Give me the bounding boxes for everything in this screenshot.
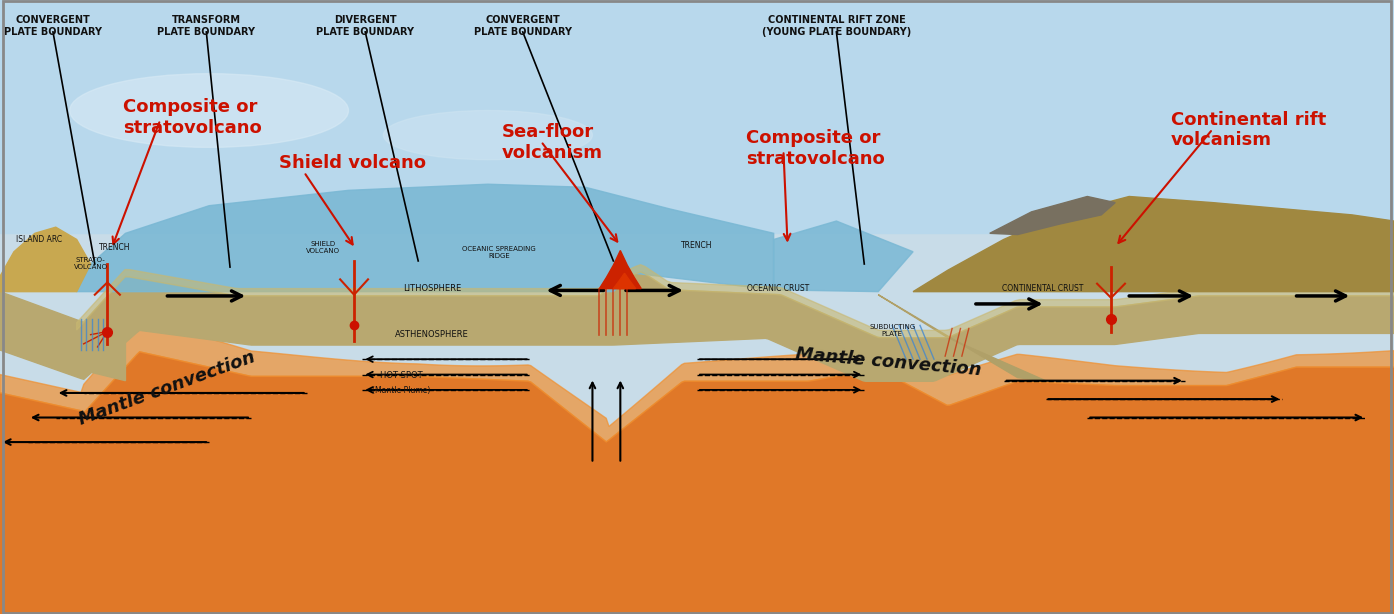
Text: DIVERGENT
PLATE BOUNDARY: DIVERGENT PLATE BOUNDARY [316, 15, 414, 37]
Polygon shape [613, 273, 636, 289]
Text: OCEANIC SPREADING
RIDGE: OCEANIC SPREADING RIDGE [463, 246, 535, 258]
Polygon shape [77, 265, 1394, 338]
Text: HOT SPOT: HOT SPOT [381, 371, 422, 381]
Text: OCEANIC CRUST: OCEANIC CRUST [747, 284, 809, 293]
Text: Composite or
stratovolcano: Composite or stratovolcano [123, 98, 262, 137]
Polygon shape [599, 251, 641, 289]
Text: TRENCH: TRENCH [99, 243, 130, 252]
Text: CONVERGENT
PLATE BOUNDARY: CONVERGENT PLATE BOUNDARY [474, 15, 572, 37]
Ellipse shape [453, 491, 760, 614]
Ellipse shape [70, 74, 348, 147]
Text: STRATO-
VOLCANO: STRATO- VOLCANO [74, 257, 107, 270]
Text: CONTINENTAL CRUST: CONTINENTAL CRUST [1002, 284, 1083, 293]
Ellipse shape [383, 111, 592, 160]
Polygon shape [0, 503, 1394, 614]
Polygon shape [0, 442, 1394, 522]
Text: TRANSFORM
PLATE BOUNDARY: TRANSFORM PLATE BOUNDARY [158, 15, 255, 37]
Text: SUBDUCTING
PLATE: SUBDUCTING PLATE [868, 324, 916, 337]
Text: LITHOSPHERE: LITHOSPHERE [403, 284, 461, 293]
Text: (Mantle Plume): (Mantle Plume) [372, 386, 431, 395]
Ellipse shape [383, 445, 829, 614]
Polygon shape [913, 196, 1394, 292]
Text: SHIELD
VOLCANO: SHIELD VOLCANO [307, 241, 340, 254]
Text: ISLAND ARC: ISLAND ARC [15, 235, 63, 244]
Text: CONTINENTAL RIFT ZONE
(YOUNG PLATE BOUNDARY): CONTINENTAL RIFT ZONE (YOUNG PLATE BOUND… [761, 15, 912, 37]
Text: CONVERGENT
PLATE BOUNDARY: CONVERGENT PLATE BOUNDARY [4, 15, 102, 37]
Polygon shape [0, 227, 91, 292]
Polygon shape [77, 184, 774, 292]
Polygon shape [0, 292, 125, 381]
Text: ASTHENOSPHERE: ASTHENOSPHERE [396, 330, 468, 340]
Text: TRENCH: TRENCH [682, 241, 712, 250]
Polygon shape [0, 321, 1394, 442]
Text: Mantle convection: Mantle convection [795, 345, 981, 379]
Polygon shape [990, 196, 1115, 235]
Text: Sea-floor
volcanism: Sea-floor volcanism [502, 123, 602, 161]
Polygon shape [774, 221, 913, 292]
Polygon shape [0, 0, 1394, 233]
Polygon shape [0, 272, 1394, 381]
Text: Shield volcano: Shield volcano [279, 154, 425, 171]
Text: Mantle convection: Mantle convection [77, 348, 258, 429]
Text: Continental rift
volcanism: Continental rift volcanism [1171, 111, 1326, 149]
Polygon shape [0, 352, 1394, 614]
Text: Composite or
stratovolcano: Composite or stratovolcano [746, 129, 885, 168]
Polygon shape [878, 295, 1046, 381]
